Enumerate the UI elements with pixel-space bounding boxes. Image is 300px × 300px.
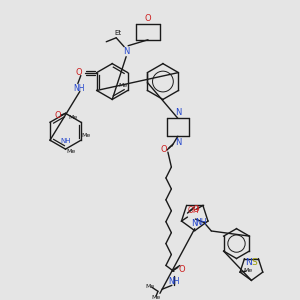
Text: O: O: [76, 68, 82, 77]
Text: N: N: [192, 219, 198, 228]
Text: Et: Et: [115, 30, 122, 36]
Text: OH: OH: [187, 206, 199, 215]
Text: Me: Me: [243, 268, 253, 273]
Text: Me: Me: [146, 284, 154, 289]
Text: Me: Me: [151, 295, 160, 300]
Text: O: O: [192, 205, 199, 214]
Text: NH: NH: [73, 84, 85, 93]
Text: N: N: [123, 47, 129, 56]
Text: N: N: [175, 108, 181, 117]
Text: O: O: [178, 265, 185, 274]
Text: O: O: [160, 145, 167, 154]
Text: Me: Me: [81, 133, 91, 138]
Text: NH: NH: [196, 218, 207, 226]
Text: N: N: [175, 138, 181, 147]
Text: N: N: [245, 258, 252, 267]
Text: O: O: [145, 14, 151, 23]
Text: S: S: [252, 258, 257, 267]
Text: O: O: [54, 111, 61, 120]
Text: Me: Me: [118, 83, 128, 88]
Text: NH: NH: [168, 277, 180, 286]
Text: NH: NH: [60, 138, 71, 144]
Text: Me: Me: [67, 148, 76, 154]
Text: Me: Me: [68, 115, 78, 120]
